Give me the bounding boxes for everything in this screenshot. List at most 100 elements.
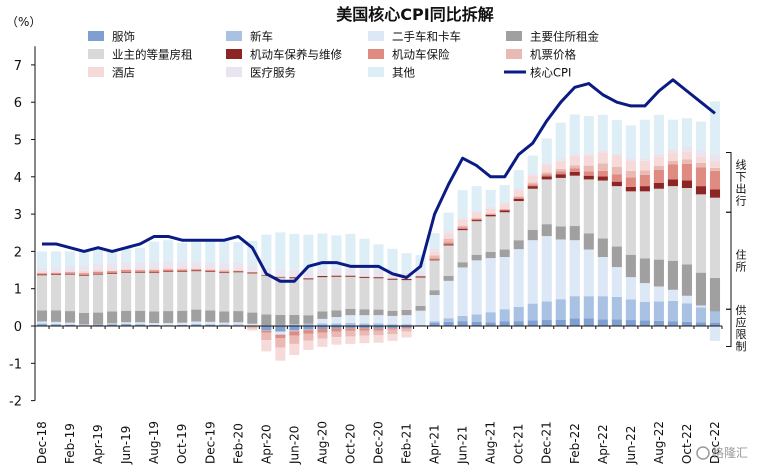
bar-segment-3	[401, 309, 412, 316]
bar-segment-4	[527, 188, 538, 230]
bar-segment-2	[345, 315, 356, 324]
bar-segment-3	[359, 309, 370, 316]
bar-segment-0	[65, 324, 76, 326]
bar-segment-0	[597, 319, 608, 326]
bar-segment-10	[555, 122, 566, 159]
bar-segment-4	[443, 245, 454, 277]
bar-segment-5	[93, 273, 104, 275]
bar-segment-4	[373, 278, 384, 310]
bar-segment-4	[191, 271, 202, 310]
legend-item: 二手车和卡车	[368, 30, 461, 44]
legend-item: 主要住所租金	[506, 30, 599, 44]
bar-segment-5	[233, 271, 244, 273]
bar-segment-6	[555, 171, 566, 175]
bar-segment-8	[233, 269, 244, 271]
bar-segment-8	[429, 251, 440, 256]
bar-segment-4	[149, 273, 160, 312]
bar-segment-2	[163, 323, 174, 326]
bar-segment-4	[121, 272, 132, 311]
y-tick-label: 0	[14, 320, 22, 335]
bar-segment-7	[303, 333, 314, 341]
bar-segment-9	[93, 263, 104, 270]
bar-segment-2	[121, 322, 132, 324]
y-tick-label: 6	[14, 96, 22, 111]
legend-label: 机动车保险	[392, 48, 450, 62]
bar-segment-7	[415, 275, 426, 277]
bar-segment-2	[597, 257, 608, 297]
legend-swatch	[226, 31, 242, 41]
bar-segment-1	[331, 323, 342, 326]
x-tick-label: Aug-19	[147, 421, 161, 464]
bar-segment-4	[345, 276, 356, 309]
bar-segment-7	[695, 163, 707, 168]
legend-swatch	[368, 31, 384, 41]
bar-segment-6	[163, 269, 174, 272]
bar-segment-2	[583, 249, 594, 297]
legend-label: 业主的等量房租	[112, 48, 193, 62]
bar-segment-5	[50, 274, 62, 275]
bar-segment-1	[205, 324, 216, 325]
bar-segment-2	[485, 258, 496, 313]
bar-segment-10	[457, 190, 468, 218]
bar-segment-3	[121, 310, 132, 323]
bar-segment-8	[653, 156, 664, 166]
bar-segment-10	[149, 241, 160, 262]
brace-label: 线下出行	[736, 157, 747, 207]
bar-segment-10	[359, 238, 370, 270]
bar-segment-8	[93, 269, 104, 272]
bar-segment-8	[541, 164, 552, 173]
bar-segment-3	[625, 254, 636, 278]
x-tick-label: Oct-20	[343, 424, 357, 464]
bar-segment-3	[65, 311, 76, 323]
x-tick-label: Apr-21	[428, 424, 442, 464]
bar-segment-10	[373, 244, 384, 271]
bar-segment-8	[303, 340, 314, 350]
bar-segment-7	[555, 168, 566, 172]
bar-segment-5	[681, 180, 692, 188]
bar-segment-7	[275, 338, 286, 348]
bar-segment-7	[443, 238, 454, 243]
bar-segment-1	[513, 306, 524, 322]
bar-segment-5	[443, 244, 454, 246]
y-tick-label: 2	[14, 245, 22, 260]
bar-segment-9	[583, 153, 594, 156]
bar-segment-10	[541, 138, 552, 163]
bar-segment-5	[107, 273, 118, 274]
bar-segment-4	[569, 175, 580, 227]
bar-segment-0	[695, 322, 707, 326]
bar-segment-8	[331, 337, 342, 345]
bar-segment-5	[401, 279, 412, 281]
bar-segment-3	[415, 305, 426, 311]
bar-segment-6	[387, 328, 398, 330]
bar-segment-7	[317, 332, 328, 339]
bar-segment-2	[471, 260, 482, 315]
watermark: 格隆汇	[696, 445, 748, 460]
bar-segment-9	[345, 268, 356, 276]
legend-label: 医疗服务	[250, 66, 296, 80]
bar-segment-1	[583, 296, 594, 319]
y-tick-label: 5	[14, 134, 22, 149]
bar-segment-0	[555, 319, 566, 326]
bar-segment-7	[429, 255, 440, 259]
bar-segment-8	[359, 335, 370, 344]
x-tick-label: Aug-21	[484, 421, 498, 464]
bar-segment-4	[317, 277, 328, 312]
bar-segment-4	[107, 273, 118, 312]
bar-segment-7	[247, 326, 258, 329]
brace-line	[726, 152, 732, 213]
bar-segment-10	[50, 251, 62, 268]
bar-segment-6	[107, 271, 118, 274]
bar-segment-6	[317, 328, 328, 333]
bar-segment-8	[583, 155, 594, 166]
bar-segment-2	[149, 323, 160, 325]
bar-segment-8	[121, 268, 132, 270]
bar-segment-3	[331, 310, 342, 318]
bar-segment-1	[303, 323, 314, 326]
bar-segment-0	[513, 321, 524, 326]
chart-title: 美国核心CPI同比拆解	[336, 5, 493, 24]
legend-item: 核心CPI	[504, 66, 571, 80]
legend-label: 机票价格	[530, 48, 576, 62]
bar-segment-6	[625, 177, 636, 187]
bar-segment-0	[149, 324, 160, 326]
